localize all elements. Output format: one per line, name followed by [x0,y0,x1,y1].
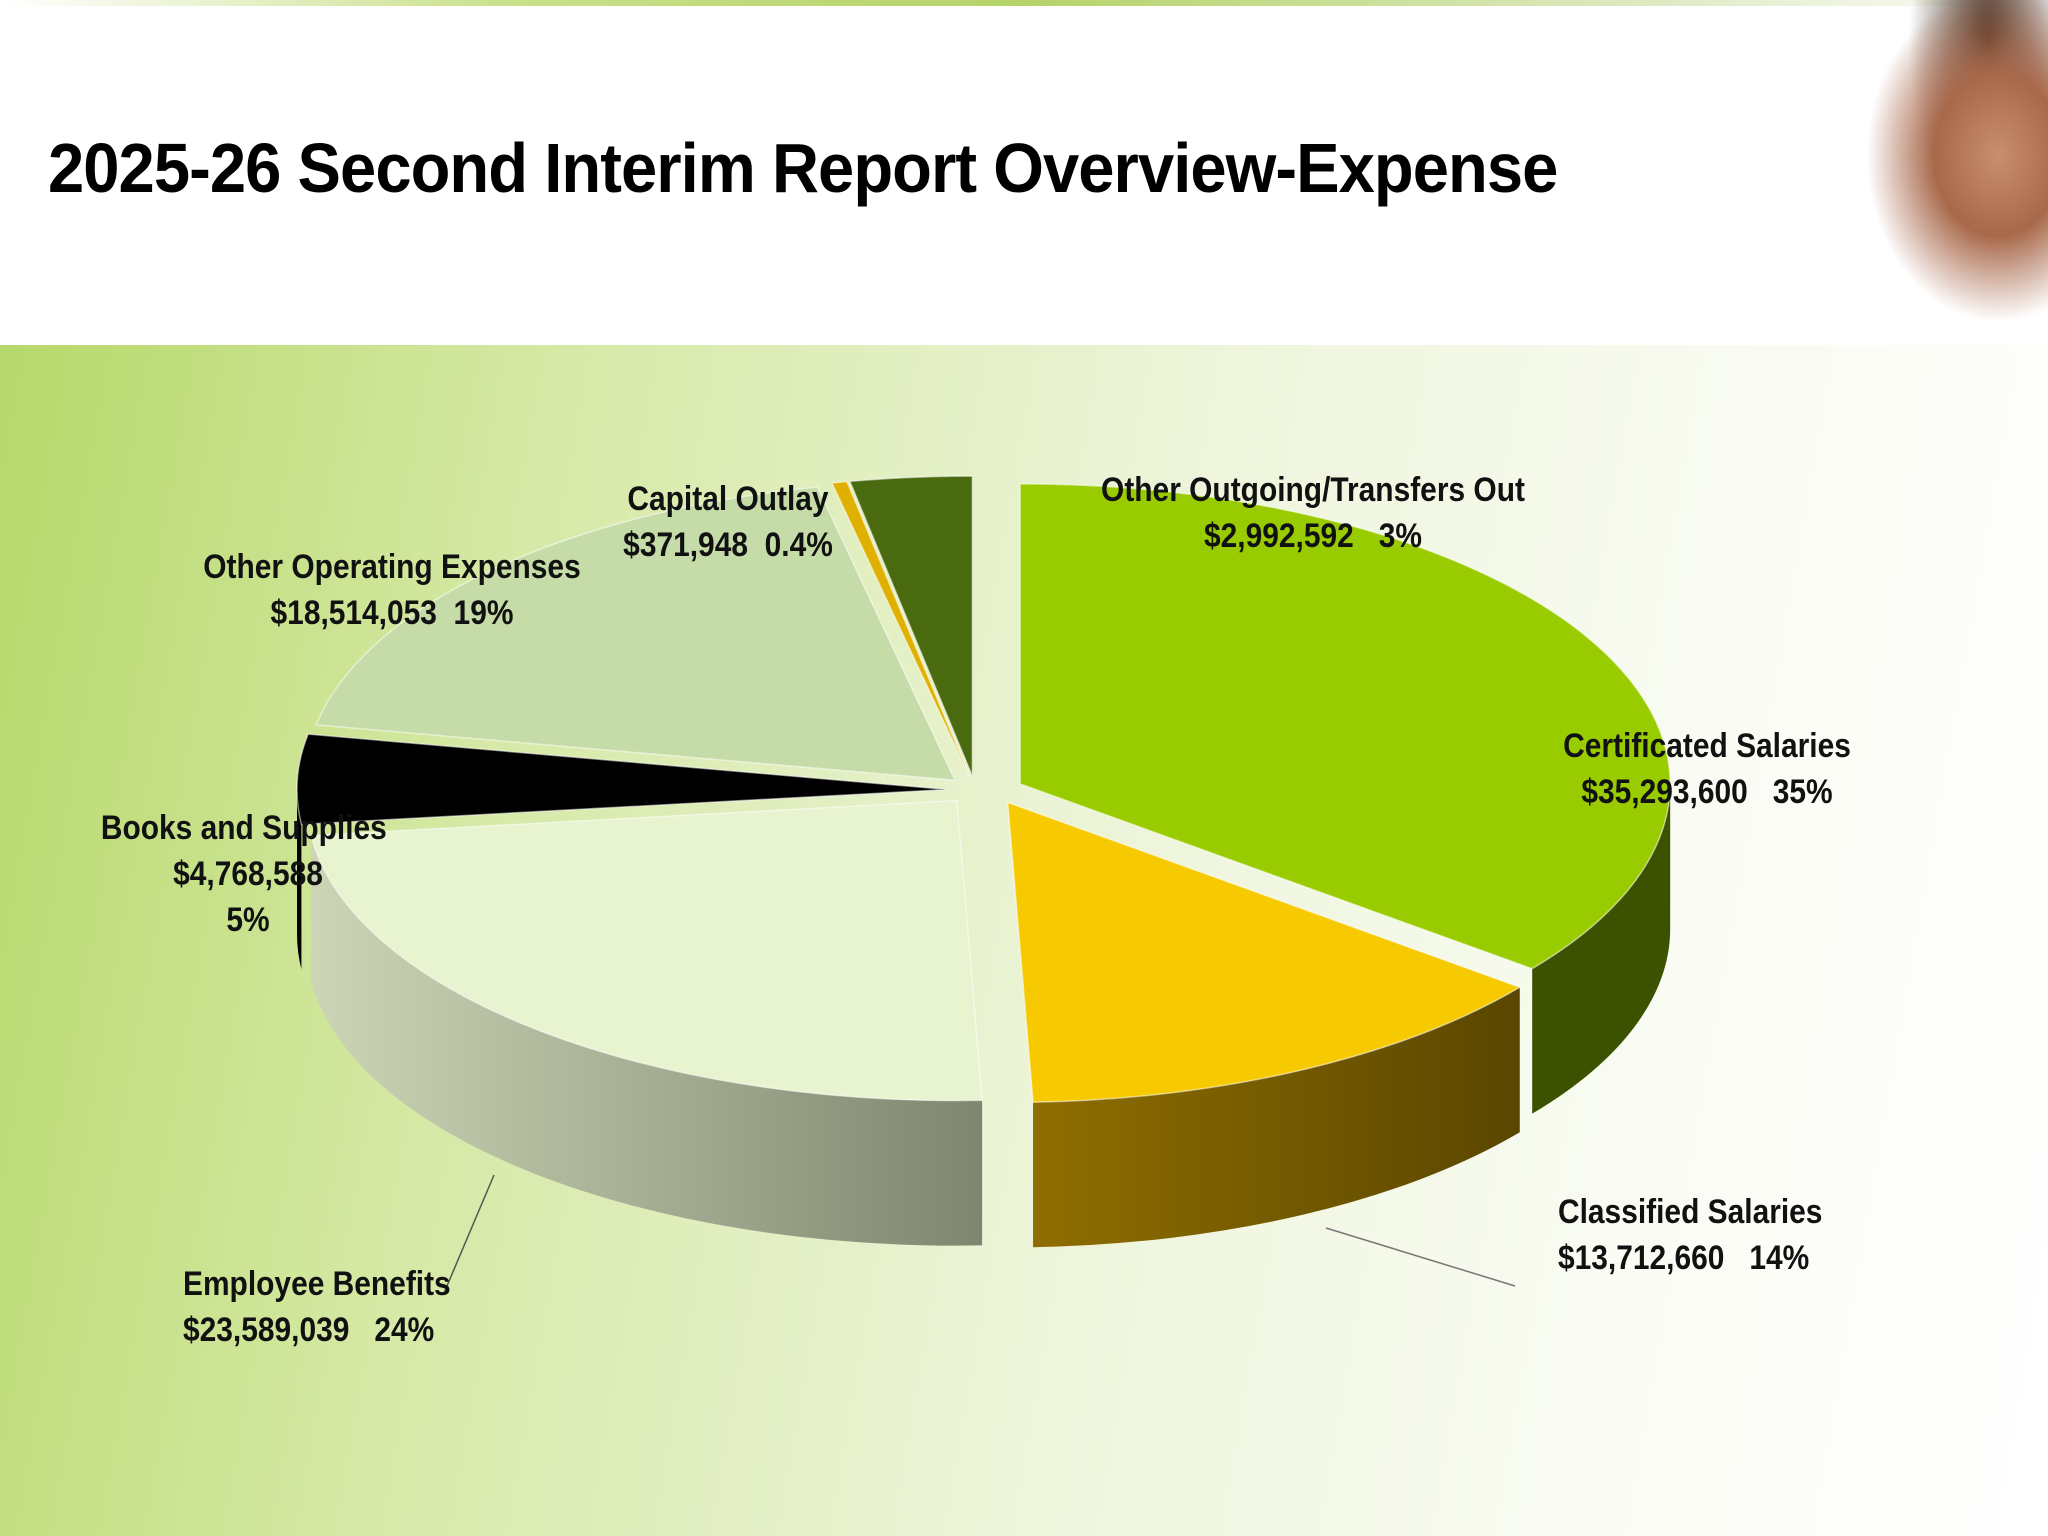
label-percent: 5% [226,901,270,939]
label-name: Other Outgoing/Transfers Out [1101,471,1525,509]
label-name: Books and Supplies [100,809,387,847]
label-value: $371,948 0.4% [623,526,833,564]
label-books-and-supplies: Books and Supplies $4,768,588 5% [81,805,415,943]
label-capital-outlay: Capital Outlay $371,948 0.4% [614,476,843,568]
label-certificated-salaries: Certificated Salaries $35,293,600 35% [1487,723,1927,815]
label-name: Employee Benefits [183,1265,451,1303]
label-classified-salaries: Classified Salaries $13,712,660 14% [1558,1189,1822,1281]
label-value: $2,992,592 3% [1204,517,1422,555]
label-value: $4,768,588 [173,855,323,893]
label-value: $18,514,053 19% [270,594,514,632]
label-value: $35,293,600 35% [1581,773,1833,811]
label-other-operating-expenses: Other Operating Expenses $18,514,053 19% [172,544,612,636]
label-value: $13,712,660 14% [1558,1239,1810,1277]
pie-slice-capital-outlay [830,480,971,777]
decorative-top-strip [0,0,2048,6]
label-other-outgoing: Other Outgoing/Transfers Out $2,992,592 … [1093,467,1533,559]
pie-slice-other-operating-expenses [315,486,957,782]
slide-title: 2025-26 Second Interim Report Overview-E… [48,129,1558,207]
pie-slice-books-and-supplies [296,733,948,826]
pie-slice-side-books-and-supplies [297,789,302,970]
label-name: Capital Outlay [627,480,829,518]
label-name: Classified Salaries [1558,1193,1823,1231]
pie-slice-classified-salaries [1006,801,1522,1104]
label-name: Certificated Salaries [1563,727,1851,765]
pie-slice-side-classified-salaries [1033,987,1520,1248]
label-name: Other Operating Expenses [203,548,581,586]
leader-line-classified-salaries [1325,1227,1516,1287]
label-employee-benefits: Employee Benefits $23,589,039 24% [183,1261,451,1353]
leader-line-employee-benefits [443,1174,495,1294]
pie-slice-certificated-salaries [1019,483,1671,970]
pie-slice-other-outgoing-transfers-out [848,475,974,777]
pie-slice-side-certificated-salaries [1532,783,1671,1114]
pie-slice-side-employee-benefits [311,835,983,1246]
slide-header [0,0,2048,345]
pie-slice-employee-benefits [310,799,983,1102]
child-writing-photo [1848,0,2048,345]
label-value: $23,589,039 24% [183,1311,435,1349]
